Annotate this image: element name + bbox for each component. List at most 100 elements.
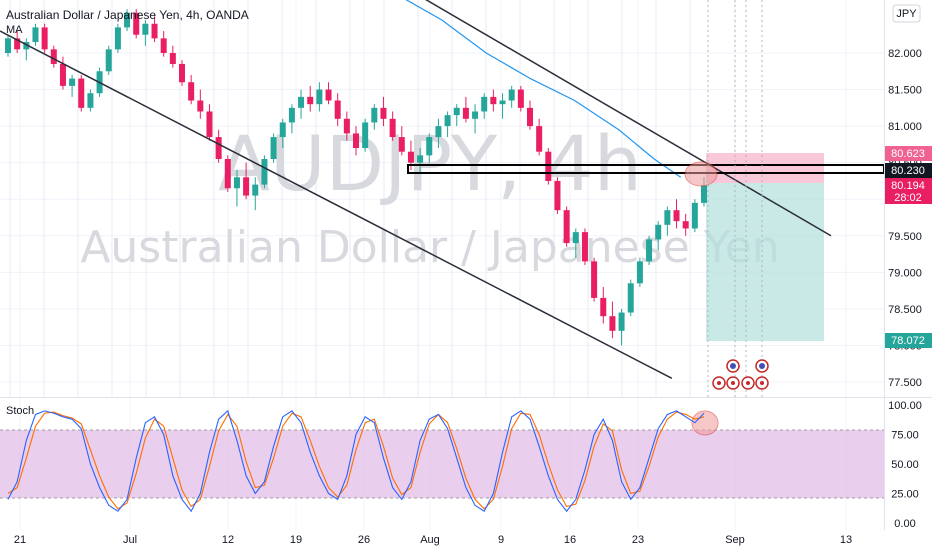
currency-button-label[interactable]: JPY <box>896 8 917 20</box>
candle-body <box>636 261 643 284</box>
candle-body <box>517 89 524 108</box>
entry-price-badge <box>885 163 932 178</box>
candle-body <box>618 312 625 331</box>
candle-body <box>398 137 405 152</box>
candle-body <box>169 53 176 64</box>
candle-body <box>87 93 94 108</box>
candle-body <box>105 49 112 72</box>
candle-body <box>581 232 588 262</box>
candle-body <box>655 224 662 240</box>
candle-body <box>316 89 323 105</box>
watermark-name: Australian Dollar / Japanese Yen <box>80 222 779 273</box>
time-tick-label: 13 <box>840 534 852 546</box>
price-tick-label: 79.000 <box>888 267 922 279</box>
stoch-axis-ticks: 100.00 75.00 50.00 25.00 0.00 <box>888 400 922 530</box>
candle-body <box>435 126 442 138</box>
channel-upper-line <box>425 0 832 237</box>
countdown-text: 28:02 <box>894 192 922 204</box>
candle-body <box>69 78 76 86</box>
price-axis-pane[interactable] <box>884 0 932 550</box>
channel-layer <box>0 0 832 380</box>
candle-body <box>453 107 460 116</box>
stoch-tick-label: 25.00 <box>891 489 919 501</box>
candle-body <box>472 111 479 119</box>
candle-body <box>270 137 277 160</box>
candle-body <box>362 122 369 149</box>
candle-body <box>591 261 598 298</box>
stoch-lines <box>7 409 705 513</box>
candle-body <box>490 96 497 105</box>
candle-body <box>444 115 451 127</box>
candle-body <box>417 155 424 163</box>
candle-body <box>78 78 85 108</box>
candle-body <box>508 89 515 101</box>
candle-body <box>50 49 57 64</box>
candle-body <box>389 118 396 138</box>
symbol-title[interactable]: Australian Dollar / Japanese Yen, 4h, OA… <box>6 8 249 22</box>
candle-body <box>197 100 204 112</box>
time-tick-label: 12 <box>222 534 234 546</box>
candle-body <box>215 137 222 160</box>
candle-body <box>206 111 213 138</box>
price-tick-label: 77.500 <box>888 377 922 389</box>
current-price-text: 80.194 <box>891 180 925 192</box>
candle-body <box>481 96 488 112</box>
candle-body <box>14 38 21 50</box>
candle-body <box>261 159 268 185</box>
stoch-tick-label: 50.00 <box>891 459 919 471</box>
candlestick-layer <box>5 9 707 346</box>
candle-body <box>142 23 149 35</box>
time-tick-label: 26 <box>358 534 370 546</box>
candle-body <box>32 27 39 43</box>
price-tick-label: 79.500 <box>888 231 922 243</box>
candle-body <box>288 107 295 123</box>
candle-body <box>371 107 378 123</box>
candle-body <box>646 239 653 262</box>
candle-body <box>353 133 359 149</box>
candle-body <box>380 107 387 119</box>
price-tick-label: 78.500 <box>888 304 922 316</box>
candle-body <box>701 185 707 203</box>
stoch-k-line <box>7 409 705 513</box>
stoch-tick-label: 100.00 <box>888 400 922 412</box>
price-highlight-ellipse[interactable] <box>684 161 718 187</box>
candle-body <box>563 210 570 244</box>
candle-body <box>462 107 469 119</box>
future-vertical-markers <box>707 0 763 398</box>
target-zone[interactable] <box>706 153 824 183</box>
candle-body <box>307 96 314 105</box>
candle-body <box>124 12 131 28</box>
time-tick-label: 23 <box>632 534 644 546</box>
candle-body <box>41 27 48 50</box>
stop-zone[interactable] <box>706 183 824 341</box>
candle-body <box>527 107 533 127</box>
stoch-highlight-ellipse[interactable] <box>691 410 719 436</box>
currency-button[interactable] <box>892 4 921 23</box>
candle-body <box>499 100 506 105</box>
candle-body <box>609 316 616 331</box>
stoch-tick-label: 75.00 <box>891 430 919 442</box>
candle-body <box>114 27 121 50</box>
stoch-band <box>0 430 884 498</box>
event-icons[interactable] <box>712 359 769 390</box>
time-tick-label: 16 <box>564 534 576 546</box>
candle-body <box>133 12 140 35</box>
candle-body <box>673 210 680 222</box>
time-tick-label: Aug <box>420 534 440 546</box>
candle-body <box>343 118 350 134</box>
candle-body <box>664 210 671 225</box>
candle-body <box>243 177 250 196</box>
stoch-label[interactable]: Stoch <box>6 405 34 417</box>
stop-price-badge <box>885 333 932 348</box>
target-price-text: 80.623 <box>891 148 925 160</box>
stop-price-text: 78.072 <box>891 335 925 347</box>
candle-body <box>572 232 579 244</box>
candle-body <box>325 89 332 101</box>
candle-body <box>233 177 240 189</box>
indicator-label[interactable]: MA <box>6 24 23 36</box>
moving-average-layer <box>405 0 682 178</box>
candle-body <box>188 82 195 101</box>
candle-body <box>59 63 66 86</box>
candle-body <box>179 63 185 83</box>
